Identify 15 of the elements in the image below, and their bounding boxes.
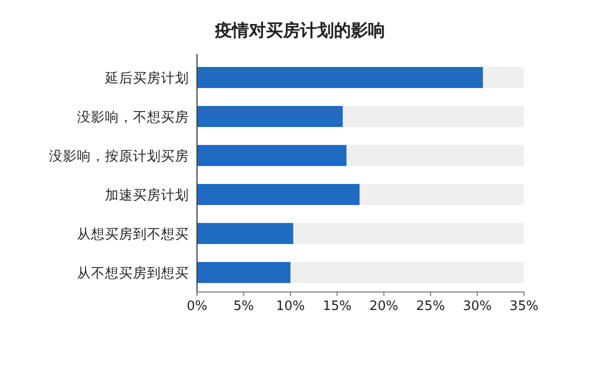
y-tick-label: 延后买房计划 [104, 70, 189, 86]
x-tick-label: 15% [322, 299, 352, 314]
y-tick-label: 从想买房到不想买 [77, 226, 189, 242]
y-tick-label: 没影响，按原计划买房 [49, 148, 189, 164]
x-tick-label: 10% [276, 299, 305, 314]
x-tick-label: 0% [186, 299, 208, 314]
chart-title: 疫情对买房计划的影响 [214, 21, 385, 41]
x-tick-label: 35% [510, 299, 538, 314]
y-tick-label: 从不想买房到想买 [77, 266, 189, 282]
x-tick-label: 5% [233, 299, 254, 314]
x-tick-label: 25% [416, 299, 446, 314]
x-tick-label: 30% [462, 299, 492, 314]
y-tick-label: 没影响，不想买房 [77, 110, 189, 126]
x-tick-label: 20% [369, 299, 398, 314]
y-tick-label: 加速买房计划 [105, 188, 189, 204]
